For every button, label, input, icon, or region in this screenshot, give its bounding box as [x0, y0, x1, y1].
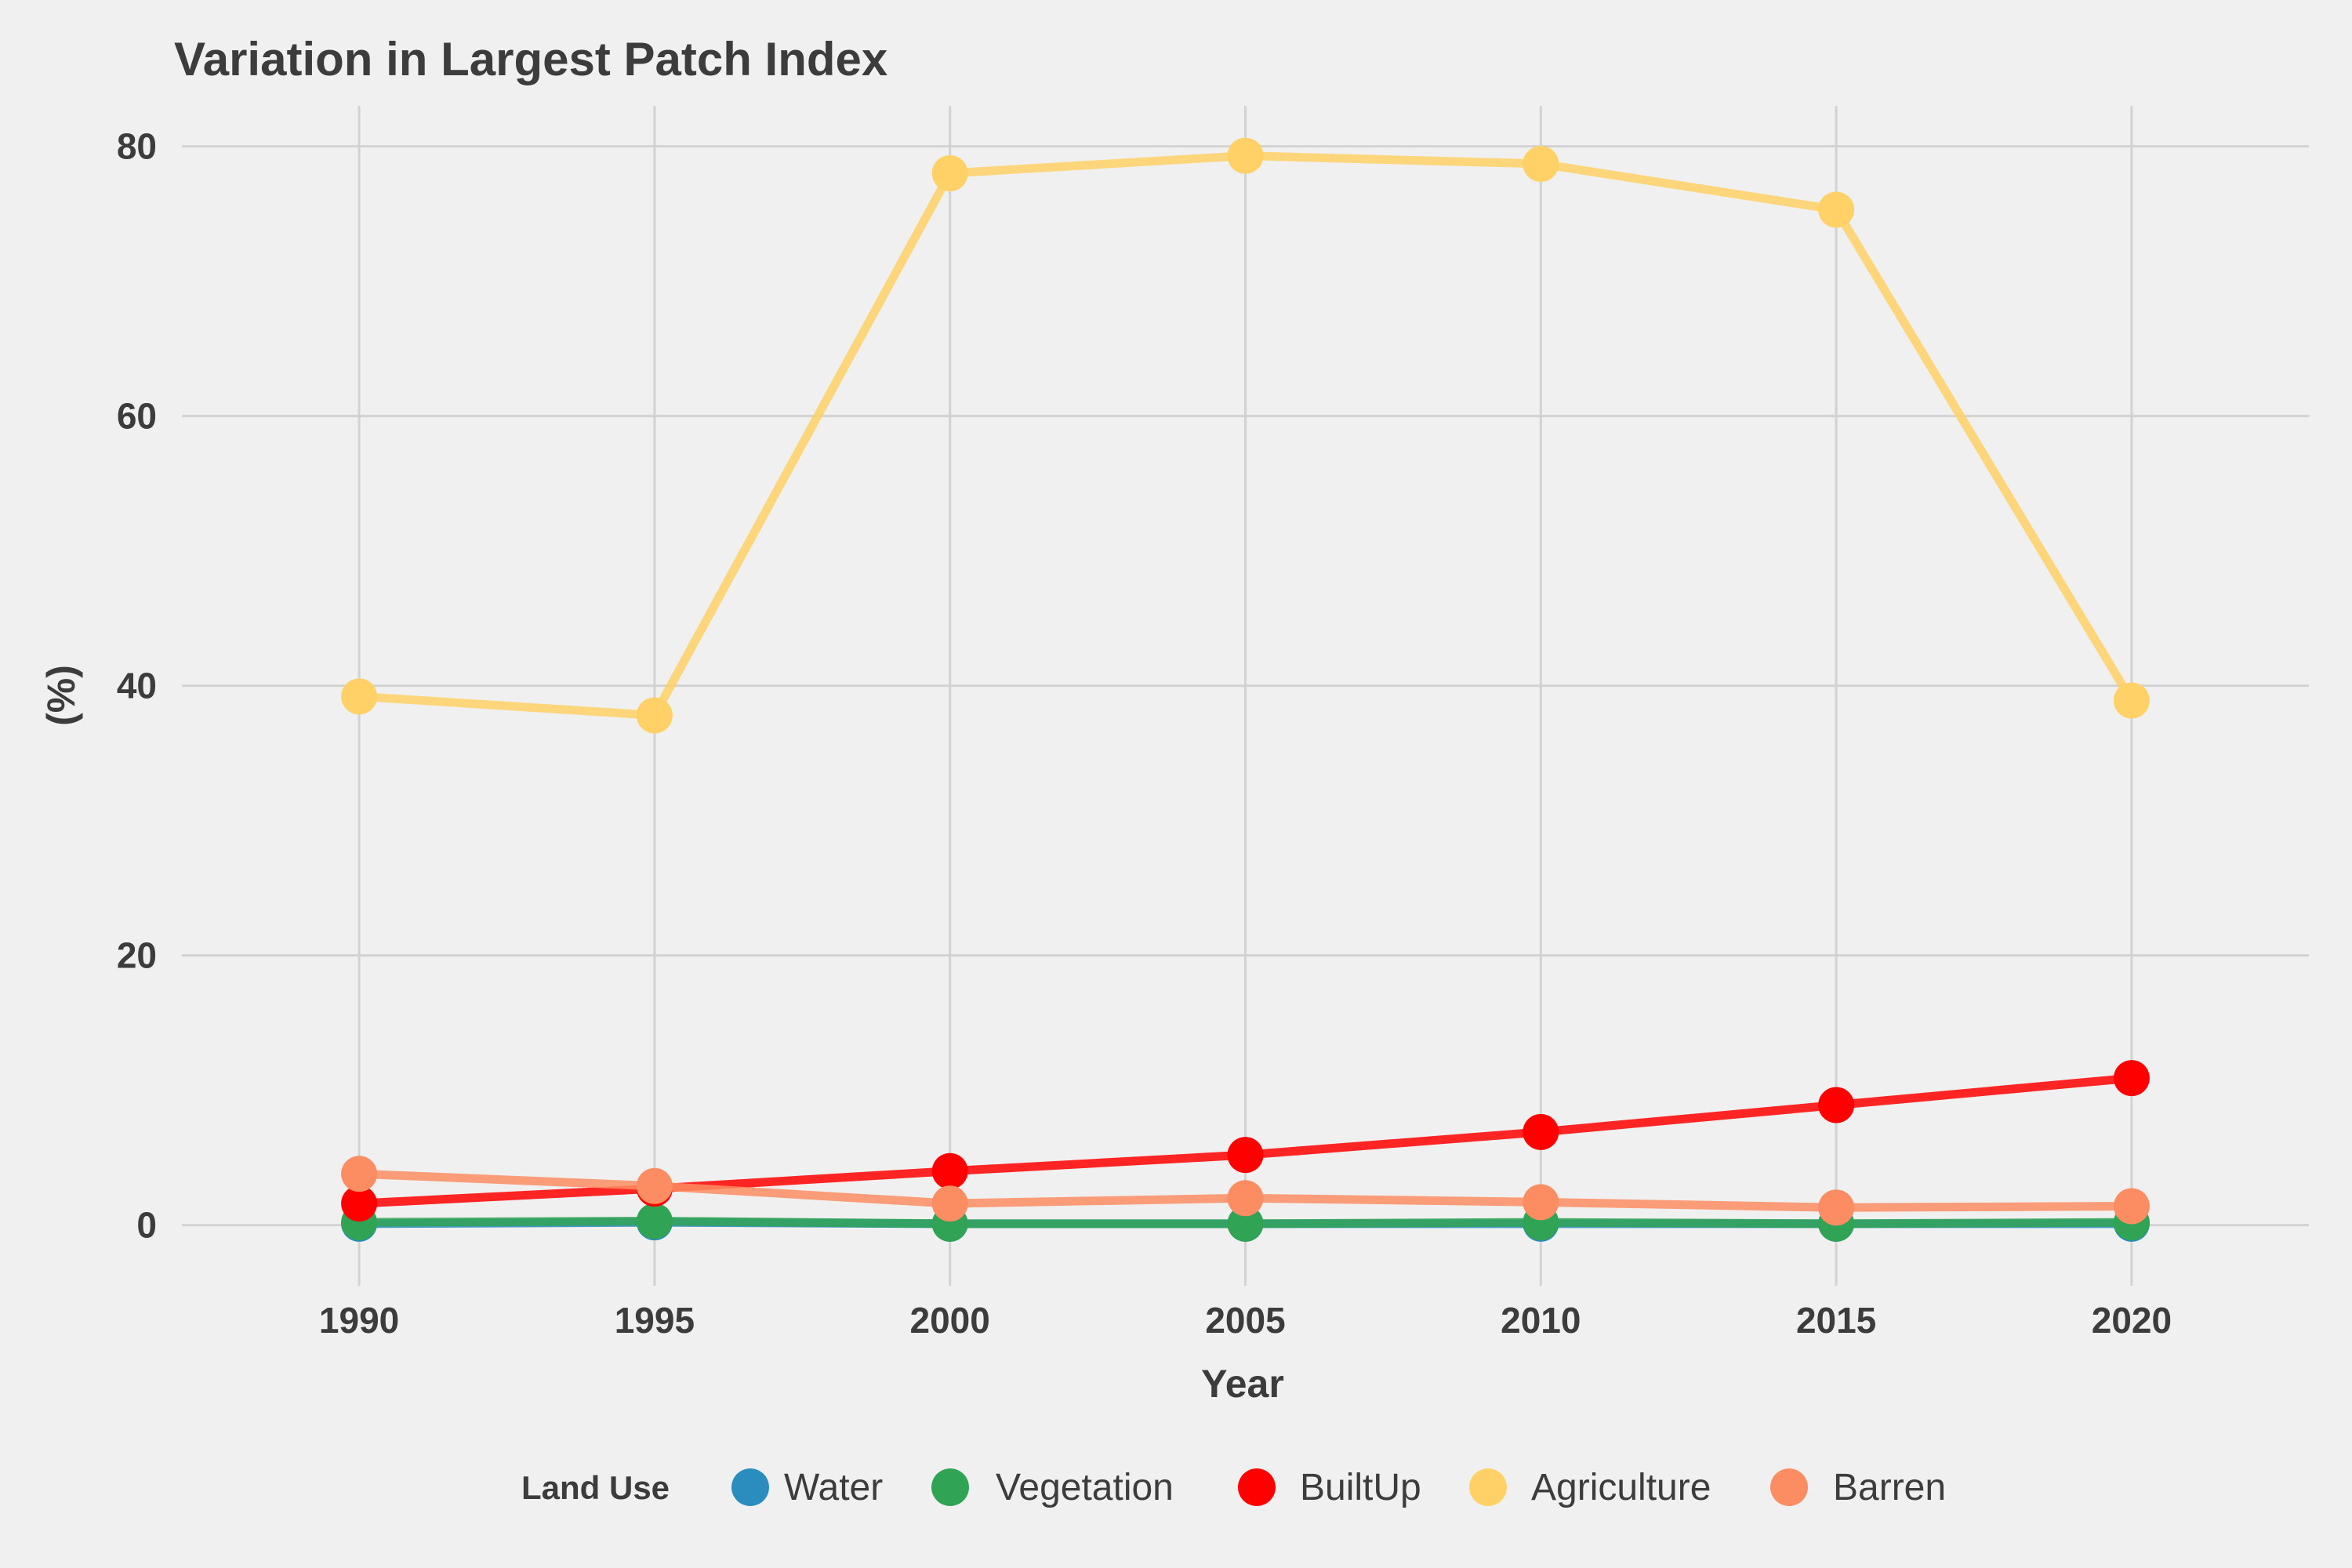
x-tick-label: 2000 — [910, 1300, 990, 1341]
x-tick-label: 1995 — [615, 1300, 695, 1341]
y-axis: 0 20 40 60 80 — [117, 126, 157, 1246]
vegetation-point — [636, 1203, 673, 1240]
legend-swatch-builtup — [1238, 1468, 1276, 1506]
y-tick-label: 40 — [117, 666, 157, 706]
builtup-point — [931, 1152, 968, 1189]
legend-label-builtup: BuiltUp — [1300, 1467, 1421, 1508]
agriculture-point — [2113, 682, 2150, 719]
x-tick-label: 2010 — [1501, 1300, 1581, 1341]
x-axis-title: Year — [1201, 1362, 1284, 1406]
barren-point — [1523, 1184, 1559, 1221]
legend-label-agriculture: Agriculture — [1531, 1467, 1711, 1508]
plot-area — [341, 137, 2150, 1242]
vegetation-point — [1227, 1205, 1264, 1242]
barren-point — [2113, 1188, 2150, 1225]
legend-label-water: Water — [784, 1467, 883, 1508]
barren-point — [1227, 1180, 1264, 1217]
agriculture-point — [1523, 145, 1559, 182]
barren-point — [341, 1156, 378, 1192]
builtup-point — [1523, 1113, 1559, 1150]
y-tick-label: 0 — [136, 1205, 157, 1246]
y-tick-label: 20 — [117, 935, 157, 976]
agriculture-point — [341, 678, 378, 715]
series-agriculture — [341, 137, 2150, 734]
legend-swatch-barren — [1770, 1468, 1808, 1506]
x-tick-label: 1990 — [319, 1300, 399, 1341]
agriculture-point — [931, 155, 968, 191]
x-axis: 1990 1995 2000 2005 2010 2015 2020 — [319, 1300, 2172, 1341]
legend-label-vegetation: Vegetation — [996, 1467, 1174, 1508]
agriculture-point — [1818, 191, 1855, 228]
x-tick-label: 2005 — [1205, 1300, 1285, 1341]
legend-swatch-agriculture — [1469, 1468, 1507, 1506]
series-barren — [341, 1156, 2150, 1226]
builtup-point — [341, 1185, 378, 1222]
legend-swatch-vegetation — [931, 1468, 969, 1506]
barren-point — [636, 1167, 673, 1204]
legend-swatch-water — [731, 1468, 769, 1506]
agriculture-point — [636, 697, 673, 734]
barren-point — [1818, 1189, 1855, 1226]
barren-point — [931, 1185, 968, 1222]
chart-title: Variation in Largest Patch Index — [174, 33, 887, 85]
agriculture-point — [1227, 137, 1264, 174]
builtup-point — [2113, 1060, 2150, 1097]
builtup-point — [1818, 1087, 1855, 1123]
y-tick-label: 80 — [117, 126, 157, 167]
y-tick-label: 60 — [117, 396, 157, 437]
x-tick-label: 2015 — [1796, 1300, 1876, 1341]
x-tick-label: 2020 — [2092, 1300, 2172, 1341]
legend-title: Land Use — [521, 1469, 670, 1506]
y-axis-title: (%) — [39, 665, 83, 726]
builtup-point — [1227, 1137, 1264, 1174]
grid — [182, 106, 2309, 1286]
legend-label-barren: Barren — [1833, 1467, 1946, 1508]
legend: Land Use Water Vegetation BuiltUp Agricultu… — [521, 1467, 1946, 1508]
